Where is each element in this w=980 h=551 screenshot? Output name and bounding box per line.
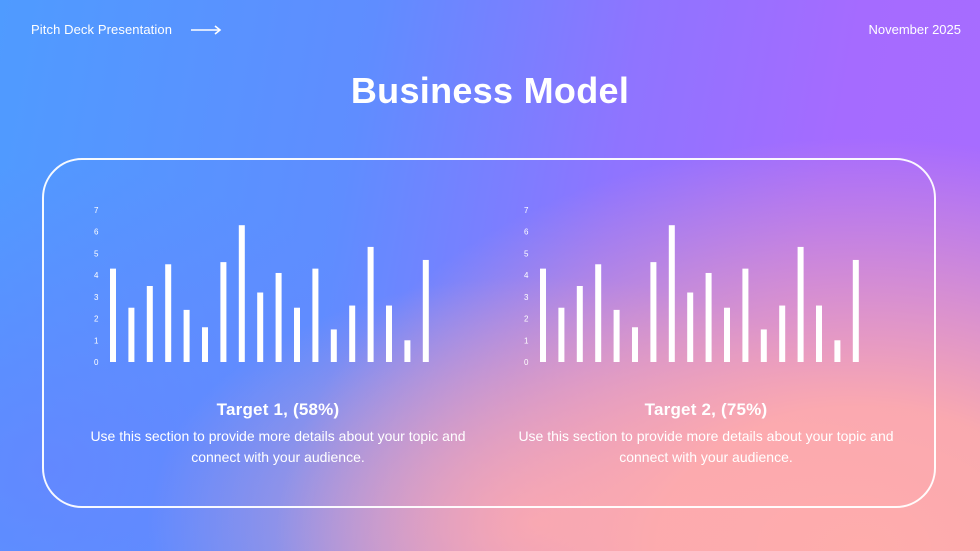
- target-1-block: Target 1, (58%) Use this section to prov…: [68, 400, 488, 468]
- bar: [349, 305, 356, 362]
- y-tick-label: 0: [524, 358, 529, 367]
- bar: [540, 268, 546, 362]
- target-2-description: Use this section to provide more details…: [518, 428, 894, 465]
- bar: [779, 305, 786, 362]
- bar: [613, 309, 620, 362]
- bar: [367, 246, 374, 362]
- header-date: November 2025: [868, 22, 962, 37]
- slide-title: Business Model: [350, 70, 630, 111]
- bar: [128, 307, 135, 362]
- bar-chart-svg-2: 0 1 2 3 4 5 6 7: [524, 206, 859, 367]
- y-tick-label: 1: [524, 336, 529, 345]
- y-tick-label: 5: [94, 249, 99, 258]
- bar: [595, 264, 602, 362]
- bar: [386, 305, 392, 362]
- y-tick-label: 2: [94, 315, 99, 324]
- bar: [687, 292, 694, 362]
- bar: [724, 307, 730, 362]
- bar: [650, 262, 657, 362]
- y-tick-label: 6: [94, 228, 99, 237]
- bar: [330, 329, 337, 362]
- deck-label: Pitch Deck Presentation: [31, 22, 173, 37]
- bar-chart-target-1: 0 1 2 3 4 5 6 7: [88, 200, 448, 370]
- bar: [183, 309, 190, 362]
- y-tick-label: 7: [94, 206, 99, 215]
- bar: [705, 272, 712, 362]
- arrow-right-icon: [191, 24, 222, 35]
- bar: [422, 259, 429, 362]
- y-tick-label: 4: [524, 271, 529, 280]
- bar: [632, 327, 638, 362]
- bar: [760, 329, 767, 362]
- bar: [312, 268, 319, 362]
- target-1-title: Target 1, (58%): [216, 400, 340, 419]
- bar: [238, 225, 245, 362]
- y-tick-label: 3: [94, 293, 99, 302]
- header-left: Pitch Deck Presentation: [31, 22, 222, 37]
- y-tick-label: 7: [524, 206, 529, 215]
- bar: [294, 307, 300, 362]
- target-2-block: Target 2, (75%) Use this section to prov…: [496, 400, 916, 468]
- bar: [576, 286, 583, 362]
- bar: [558, 307, 565, 362]
- y-tick-label: 0: [94, 358, 99, 367]
- target-1-description: Use this section to provide more details…: [90, 428, 466, 465]
- content-panel: [42, 158, 936, 508]
- bar: [220, 262, 227, 362]
- bar: [668, 225, 675, 362]
- bar: [146, 286, 153, 362]
- y-tick-label: 1: [94, 336, 99, 345]
- bar: [165, 264, 172, 362]
- target-2-title: Target 2, (75%): [644, 400, 768, 419]
- bar: [742, 268, 749, 362]
- bar: [834, 340, 841, 362]
- y-tick-label: 4: [94, 271, 99, 280]
- bar: [275, 272, 282, 362]
- bar-chart-target-2: 0 1 2 3 4 5 6 7: [518, 200, 878, 370]
- bar: [816, 305, 822, 362]
- y-tick-label: 5: [524, 249, 529, 258]
- y-tick-label: 6: [524, 228, 529, 237]
- y-tick-label: 2: [524, 315, 529, 324]
- bar: [797, 246, 804, 362]
- bar: [257, 292, 264, 362]
- bar-chart-svg-1: 0 1 2 3 4 5 6 7: [94, 206, 429, 367]
- bar: [202, 327, 208, 362]
- bar: [852, 259, 859, 362]
- bar: [404, 340, 411, 362]
- y-tick-label: 3: [524, 293, 529, 302]
- bar: [110, 268, 116, 362]
